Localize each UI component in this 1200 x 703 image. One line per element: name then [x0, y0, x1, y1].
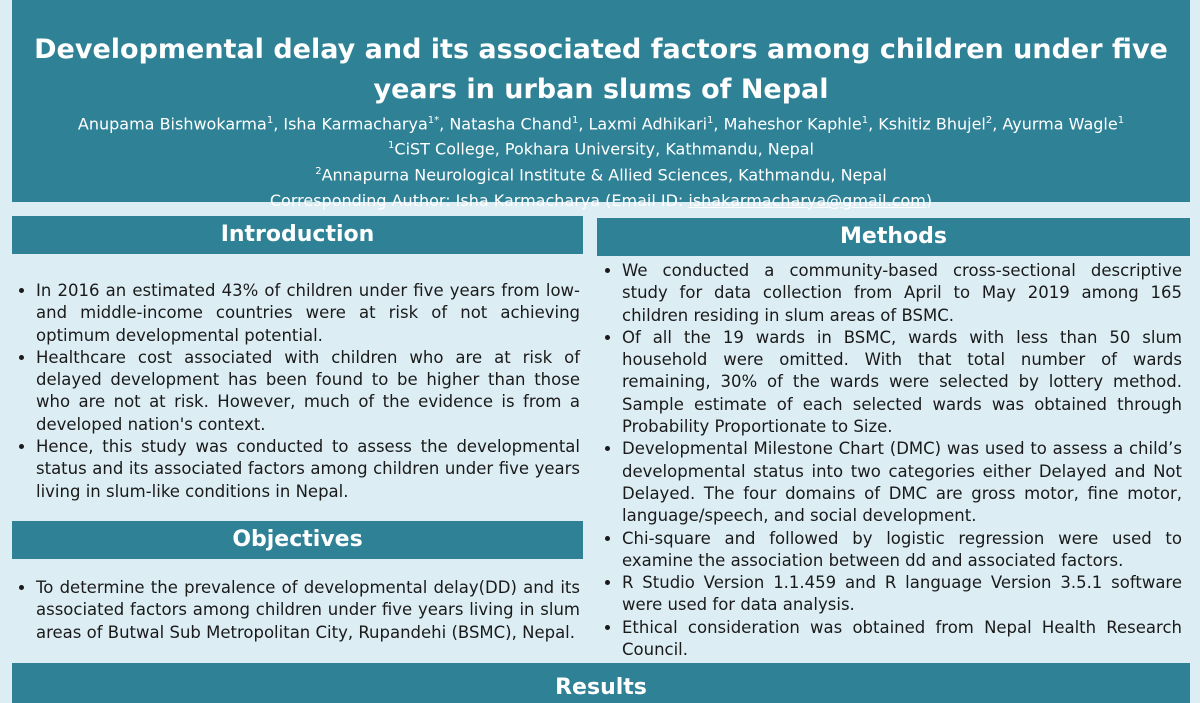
affiliation-mark: 1 [388, 140, 395, 152]
bullet-list: In 2016 an estimated 43% of children und… [12, 280, 580, 503]
corresponding-label: Corresponding Author: Isha Karmacharya (… [269, 190, 689, 210]
bullet: Developmental Milestone Chart (DMC) was … [622, 438, 1182, 527]
author-name: , Isha Karmacharya [273, 114, 428, 134]
bullet-list: To determine the prevalence of developme… [12, 577, 580, 644]
header: Developmental delay and its associated f… [12, 0, 1190, 210]
author-name: , Ayurma Wagle [992, 114, 1118, 134]
affiliations: 1CiST College, Pokhara University, Kathm… [12, 135, 1190, 186]
bullet: Healthcare cost associated with children… [36, 347, 580, 436]
affiliation-text: CiST College, Pokhara University, Kathma… [394, 139, 814, 159]
title: Developmental delay and its associated f… [34, 34, 1168, 105]
author-name: , Laxmi Adhikari [578, 114, 708, 134]
bullet: To determine the prevalence of developme… [36, 577, 580, 644]
authors: Anupama Bishwokarma1, Isha Karmacharya1*… [12, 110, 1190, 135]
bullet: In 2016 an estimated 43% of children und… [36, 280, 580, 347]
email-link[interactable]: ishakarmacharya@gmail.com [688, 190, 926, 210]
author-name: Anupama Bishwokarma [77, 114, 267, 134]
affiliation-text: Annapurna Neurological Institute & Allie… [321, 164, 887, 184]
affiliation-mark: 2 [315, 165, 322, 177]
section-heading: Objectives [12, 521, 583, 559]
bullet: Chi-square and followed by logistic regr… [622, 528, 1182, 573]
bullet: Of all the 19 wards in BSMC, wards with … [622, 327, 1182, 438]
author-affiliation: 2 [985, 115, 993, 126]
bullet: R Studio Version 1.1.459 and R language … [622, 572, 1182, 617]
bullet: Ethical consideration was obtained from … [622, 617, 1182, 662]
bullet: We conducted a community-based cross-sec… [622, 260, 1182, 327]
author-affiliation: 1 [707, 115, 714, 126]
author-affiliation: 1 [571, 115, 579, 126]
section-heading: Results [12, 663, 1190, 703]
bullet: Hence, this study was conducted to asses… [36, 436, 580, 503]
affiliation: 1CiST College, Pokhara University, Kathm… [12, 135, 1190, 160]
author-affiliation: 1 [1117, 115, 1125, 126]
corresponding: Corresponding Author: Isha Karmacharya (… [12, 190, 1190, 212]
section-heading: Introduction [12, 216, 583, 254]
section-heading: Methods [597, 218, 1190, 256]
author-affiliation: 1 [861, 115, 869, 126]
author-name: , Natasha Chand [439, 114, 572, 134]
bullet-list: We conducted a community-based cross-sec… [598, 260, 1182, 661]
author-name: , Kshitiz Bhujel [868, 114, 986, 134]
affiliation: 2Annapurna Neurological Institute & Alli… [12, 161, 1190, 186]
corresponding-close: ) [925, 190, 933, 210]
author-name: , Maheshor Kaphle [713, 114, 862, 134]
poster: Developmental delay and its associated f… [0, 0, 1200, 675]
author-affiliation: 1* [427, 115, 440, 126]
author-affiliation: 1 [266, 115, 274, 126]
